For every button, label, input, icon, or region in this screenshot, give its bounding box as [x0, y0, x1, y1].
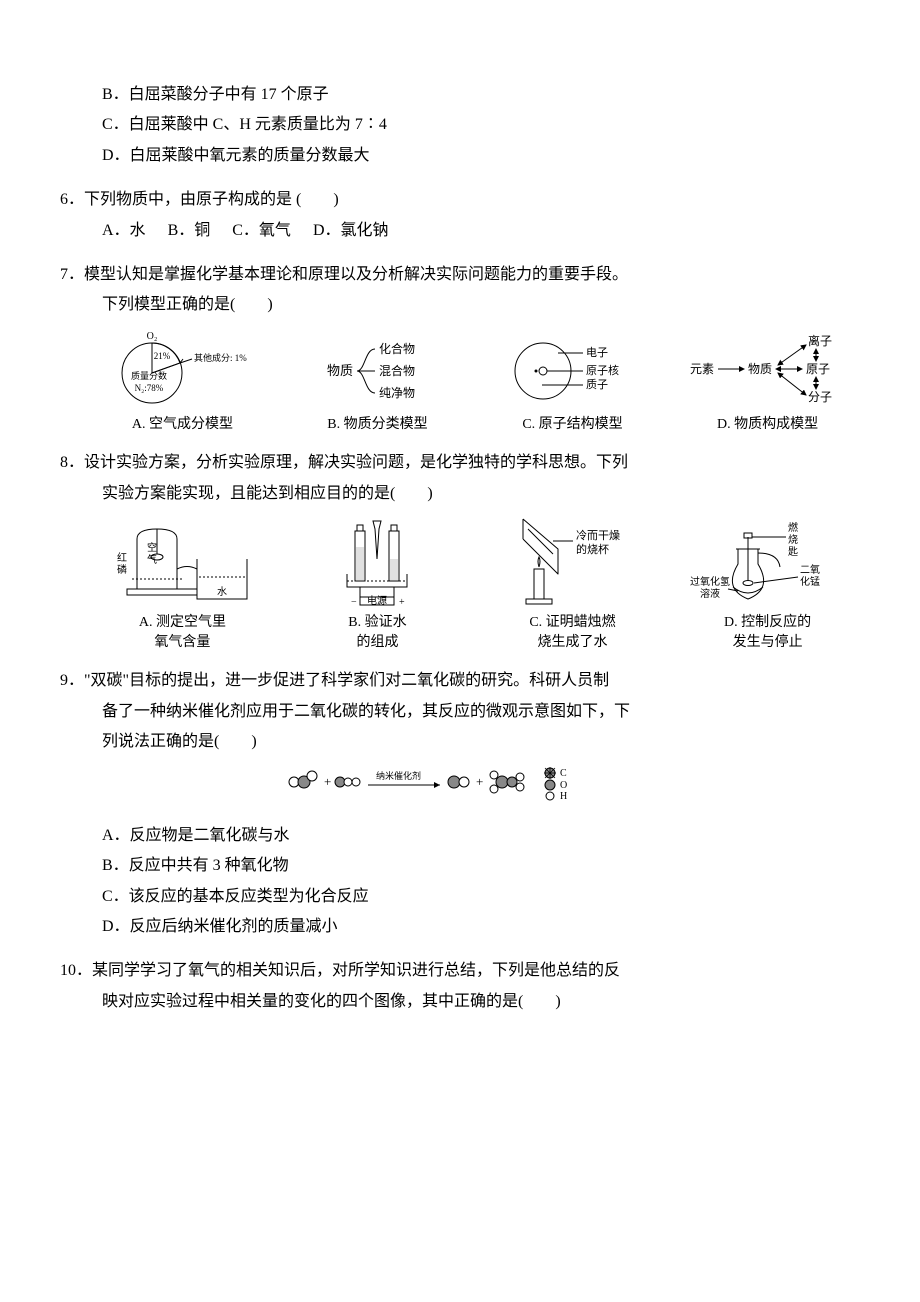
q8-stem-1: 8．设计实验方案，分析实验原理，解决实验问题，是化学独特的学科思想。下列	[60, 448, 860, 478]
q7-c-p: 质子	[586, 378, 608, 391]
q7-cap-c: C. 原子结构模型	[522, 415, 622, 435]
q8c-cup-1: 冷而干燥	[576, 529, 620, 542]
q9-plus-2: +	[476, 774, 483, 789]
q7-a-n2: N₂:78%	[135, 383, 164, 393]
svg-text:烧: 烧	[788, 533, 798, 546]
q10: 10．某同学学习了氧气的相关知识后，对所学知识进行总结，下列是他总结的反 映对应…	[60, 956, 860, 1017]
q8: 8．设计实验方案，分析实验原理，解决实验问题，是化学独特的学科思想。下列 实验方…	[60, 448, 860, 652]
q8-cap-d: D. 控制反应的 发生与停止	[724, 613, 811, 652]
q9-leg-c: C	[560, 768, 567, 779]
q7-a-other: 其他成分: 1%	[194, 352, 247, 363]
q9-opt-d: D．反应后纳米催化剂的质量减小	[60, 912, 860, 942]
q7-c-n: 原子核	[586, 363, 619, 377]
q6-opt-d: D．氯化钠	[313, 222, 389, 239]
q8a-air2: 气	[147, 553, 157, 566]
q9-arrow-lbl: 纳米催化剂	[376, 770, 421, 781]
q8-fig-c: 冷而干燥 的烧杯 C. 证明蜡烛燃 烧生成了水	[480, 519, 665, 652]
q7-c-e: 电子	[586, 346, 608, 359]
q7-d-atom: 原子	[806, 362, 830, 376]
q9-equation: + 纳米催化剂 + C O H	[60, 765, 860, 810]
q8d-h-1: 过氧化氢	[690, 575, 730, 588]
q8c-cup-2: 的烧杯	[576, 542, 609, 556]
q9-stem-3: 列说法正确的是( )	[60, 727, 860, 757]
q5-opt-c: C．白屈莱酸中 C、H 元素质量比为 7∶4	[60, 110, 860, 140]
q6-opt-a: A．水	[102, 222, 146, 239]
q7-a-label: 质量分数	[131, 370, 167, 381]
q8a-air: 空	[147, 541, 157, 554]
q9-opt-a: A．反应物是二氧化碳与水	[60, 821, 860, 851]
q5-options: B．白屈菜酸分子中有 17 个原子 C．白屈莱酸中 C、H 元素质量比为 7∶4…	[60, 80, 860, 171]
q8-cap-a: A. 测定空气里 氧气含量	[139, 613, 226, 652]
q8-fig-a: 红 磷 空 气 水 A. 测定空气里 氧气含量	[90, 519, 275, 652]
q8-stem-2: 实验方案能实现，且能达到相应目的的是( )	[60, 479, 860, 509]
q9: 9．"双碳"目标的提出，进一步促进了科学家们对二氧化碳的研究。科研人员制 备了一…	[60, 666, 860, 942]
q7-d-ion: 离子	[808, 333, 832, 348]
q6-opt-b: B．铜	[168, 222, 211, 239]
q5-opt-b: B．白屈菜酸分子中有 17 个原子	[60, 80, 860, 110]
q7-a-o2: O₂	[147, 331, 158, 342]
q10-stem-1: 10．某同学学习了氧气的相关知识后，对所学知识进行总结，下列是他总结的反	[60, 956, 860, 986]
q8a-ph: 磷	[117, 563, 127, 576]
q8d-mn-2: 化锰	[800, 575, 820, 588]
q8d-h-2: 溶液	[700, 587, 720, 600]
q9-stem-2: 备了一种纳米催化剂应用于二氧化碳的转化，其反应的微观示意图如下，下	[60, 697, 860, 727]
q7-cap-b: B. 物质分类模型	[327, 415, 427, 435]
q7-fig-b: 物质 化合物 混合物 纯净物 B. 物质分类模型	[285, 331, 470, 435]
q7-cap-d: D. 物质构成模型	[717, 415, 818, 435]
q7-fig-d: 元素 物质 离子 原子 分子 D. 物质构成模型	[675, 331, 860, 435]
q7: 7．模型认知是掌握化学基本理论和原理以及分析解决实际问题能力的重要手段。 下列模…	[60, 260, 860, 434]
q9-leg-h: H	[560, 791, 567, 802]
q9-opt-c: C．该反应的基本反应类型为化合反应	[60, 882, 860, 912]
q8-cap-b: B. 验证水 的组成	[348, 613, 406, 652]
q6-opt-c: C．氧气	[232, 222, 291, 239]
q8a-water: 水	[217, 586, 227, 598]
q7-figures: O₂ 21% 其他成分: 1% 质量分数 N₂:78% A. 空气成分模型 物质…	[90, 331, 860, 435]
q7-b-3: 纯净物	[379, 386, 415, 400]
q9-opt-b: B．反应中共有 3 种氧化物	[60, 851, 860, 881]
svg-text:−: −	[351, 597, 357, 608]
q10-stem-2: 映对应实验过程中相关量的变化的四个图像，其中正确的是( )	[60, 987, 860, 1017]
q7-fig-a: O₂ 21% 其他成分: 1% 质量分数 N₂:78% A. 空气成分模型	[90, 331, 275, 435]
q7-b-2: 混合物	[379, 363, 415, 378]
q8-figures: 红 磷 空 气 水 A. 测定空气里 氧气含量	[90, 519, 860, 652]
svg-text:+: +	[399, 597, 405, 608]
q8a-red: 红	[117, 551, 127, 564]
q7-cap-a: A. 空气成分模型	[132, 415, 233, 435]
q7-stem-1: 7．模型认知是掌握化学基本理论和原理以及分析解决实际问题能力的重要手段。	[60, 260, 860, 290]
q8-fig-d: 燃 烧 匙 过氧化氢 溶液 二氧 化锰 D. 控制反应的 发生与停止	[675, 519, 860, 652]
q8-cap-c: C. 证明蜡烛燃 烧生成了水	[529, 613, 615, 652]
q6: 6．下列物质中，由原子构成的是 ( ) A．水 B．铜 C．氧气 D．氯化钠	[60, 185, 860, 246]
q8d-mn-1: 二氧	[800, 563, 820, 576]
q9-plus-1: +	[324, 774, 331, 789]
q6-stem: 6．下列物质中，由原子构成的是 ( )	[60, 185, 860, 215]
q8b-ps: 电源	[367, 594, 387, 607]
q8d-spoon-1: 燃	[788, 521, 798, 534]
q9-leg-o: O	[560, 780, 567, 791]
q9-stem-1: 9．"双碳"目标的提出，进一步促进了科学家们对二氧化碳的研究。科研人员制	[60, 666, 860, 696]
q7-stem-2: 下列模型正确的是( )	[60, 290, 860, 320]
q7-d-m: 物质	[748, 362, 772, 376]
q7-b-1: 化合物	[379, 341, 415, 356]
q7-b-root: 物质	[327, 363, 353, 378]
q8-fig-b: − + 电源 B. 验证水 的组成	[285, 519, 470, 652]
q7-d-mol: 分子	[808, 390, 832, 404]
q5-opt-d: D．白屈莱酸中氧元素的质量分数最大	[60, 141, 860, 171]
svg-text:匙: 匙	[788, 545, 798, 558]
q7-d-el: 元素	[690, 362, 714, 376]
q6-options: A．水 B．铜 C．氧气 D．氯化钠	[60, 216, 860, 246]
q7-a-o2pct: 21%	[154, 351, 171, 361]
q7-fig-c: 电子 原子核 质子 C. 原子结构模型	[480, 331, 665, 435]
